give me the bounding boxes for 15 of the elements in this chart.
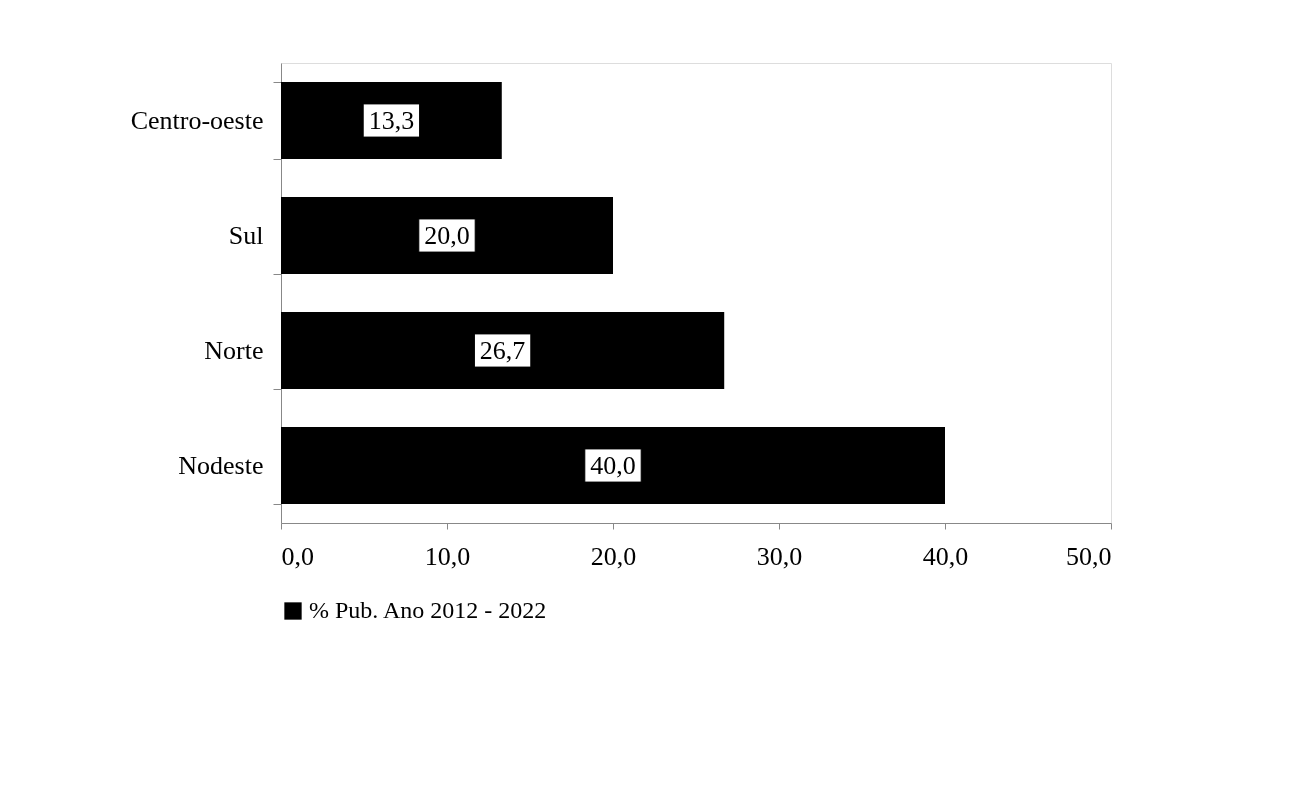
data-label: 40,0 [590, 450, 636, 480]
x-tick-label: 50,0 [1066, 541, 1112, 571]
data-label: 20,0 [424, 220, 470, 250]
x-tick-label: 30,0 [756, 541, 803, 571]
x-tick-label: 40,0 [922, 541, 969, 571]
data-label: 13,3 [368, 105, 415, 135]
x-tick-label: 10,0 [424, 541, 471, 571]
x-tick-label: 20,0 [590, 541, 637, 571]
y-tick-label: Sul [228, 221, 264, 250]
y-tick-label: Centro-oeste [130, 106, 264, 135]
legend-label: % Pub. Ano 2012 - 2022 [309, 597, 547, 623]
y-tick-label: Norte [204, 336, 264, 365]
y-tick-label: Nodeste [178, 451, 264, 480]
x-tick-label: 0,0 [281, 541, 314, 571]
data-label: 26,7 [479, 335, 526, 365]
